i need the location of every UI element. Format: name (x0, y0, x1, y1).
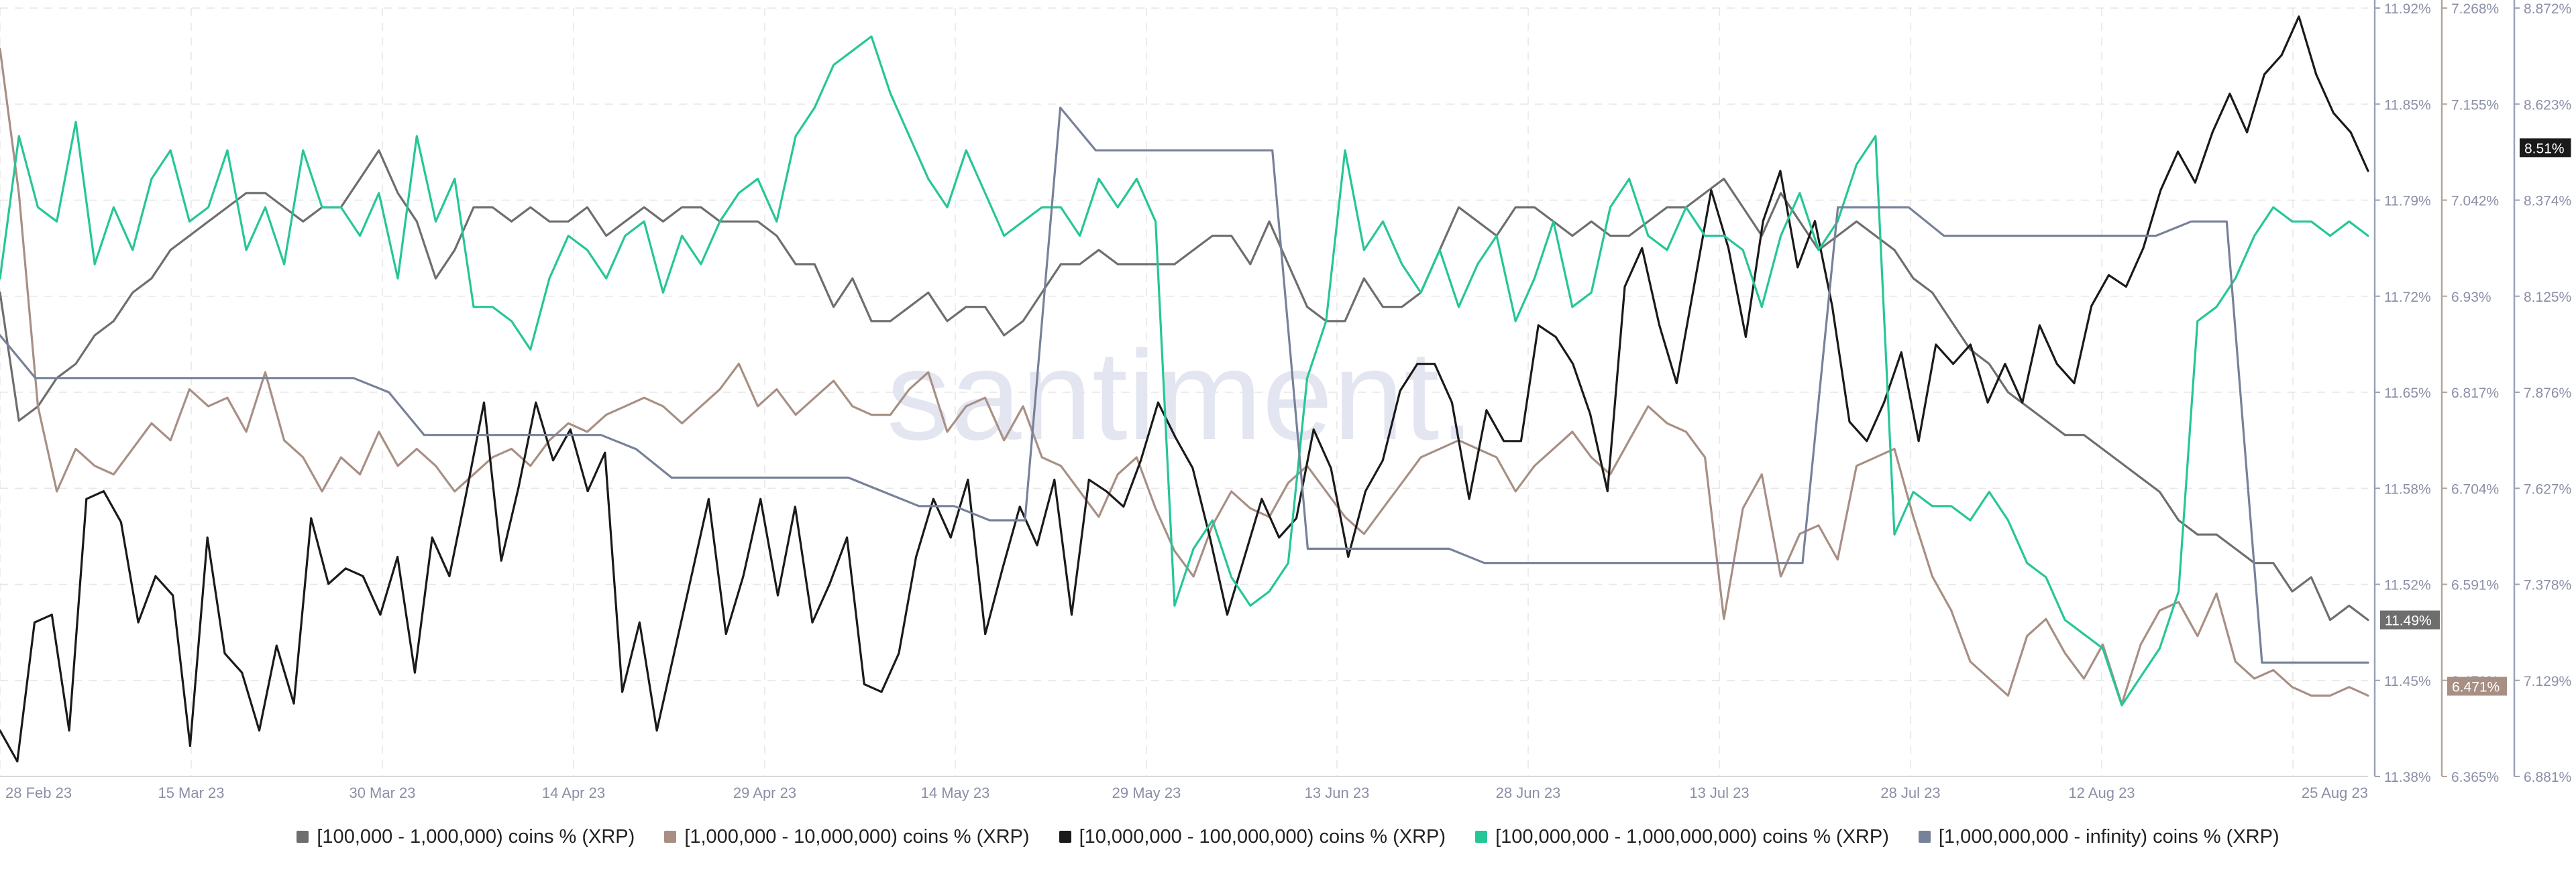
legend-label: [1,000,000 - 10,000,000) coins % (XRP) (684, 825, 1030, 848)
legend-item-4[interactable]: [100,000,000 - 1,000,000,000) coins % (X… (1475, 826, 1889, 848)
y-axis-1-tick-label: 11.58% (2384, 481, 2431, 497)
x-axis-tick-label: 14 Apr 23 (542, 784, 605, 801)
y-axis-1-tick-label: 11.79% (2384, 194, 2431, 209)
x-axis-tick-label: 30 Mar 23 (349, 784, 415, 801)
series-line-4 (0, 35, 2369, 707)
x-axis-tick-label: 15 Mar 23 (158, 784, 224, 801)
y-axis-2-tick-label: 7.268% (2451, 1, 2499, 17)
y-axis-3-tick-label: 8.623% (2524, 97, 2571, 113)
legend-label: [10,000,000 - 100,000,000) coins % (XRP) (1079, 825, 1446, 848)
legend-item-2[interactable]: [1,000,000 - 10,000,000) coins % (XRP) (664, 825, 1030, 848)
legend-swatch (1059, 831, 1071, 843)
y-axis-2-tick-label: 7.042% (2451, 194, 2499, 209)
legend-item-1[interactable]: [100,000 - 1,000,000) coins % (XRP) (297, 826, 635, 848)
y-axis-2-tick-label: 7.155% (2451, 97, 2499, 113)
legend-swatch (297, 831, 309, 843)
y-axis-1-current-label: 11.49% (2385, 614, 2432, 629)
legend-item-5[interactable]: [1,000,000,000 - infinity) coins % (XRP) (1918, 825, 2279, 848)
y-axis-3-tick-label: 7.129% (2524, 674, 2571, 689)
x-axis-tick-label: 12 Aug 23 (2068, 784, 2135, 801)
axes: 11.92% 11.85% 11.79% 11.72% 11.65% 11.58% 11.5… (0, 0, 2571, 801)
y-axis-3-tick-label: 6.881% (2524, 770, 2571, 785)
y-axis-3-tick-label: 8.872% (2524, 1, 2571, 17)
y-axis-2-tick-label: 6.591% (2451, 578, 2499, 593)
legend-label: [100,000,000 - 1,000,000,000) coins % (X… (1495, 825, 1889, 848)
x-axis-tick-label: 28 Jul 23 (1880, 784, 1940, 801)
x-axis-tick-label: 29 Apr 23 (733, 784, 796, 801)
y-axis-1-tick-label: 11.52% (2384, 578, 2431, 593)
legend-label: [100,000 - 1,000,000) coins % (XRP) (317, 825, 635, 848)
y-axis-3-tick-label: 8.125% (2524, 290, 2571, 305)
y-axis-1-tick-label: 11.65% (2384, 386, 2431, 401)
y-axis-3-current-label: 8.51% (2524, 141, 2565, 156)
x-axis-tick-label: 13 Jun 23 (1305, 784, 1370, 801)
y-axis-3-tick-label: 7.378% (2524, 578, 2571, 593)
series-lines (0, 15, 2369, 763)
y-axis-3-tick-label: 7.627% (2524, 481, 2571, 497)
series-line-5 (0, 107, 2369, 664)
x-axis-tick-label: 14 May 23 (921, 784, 990, 801)
legend-swatch (1475, 831, 1488, 843)
y-axis-2-current-badge (2447, 677, 2507, 696)
y-axis-1-current-badge (2380, 610, 2440, 630)
y-axis-2-tick-label: 6.817% (2451, 386, 2499, 401)
y-axis-2-tick-label: 6.365% (2451, 770, 2499, 785)
legend-swatch (1918, 831, 1931, 843)
series-line-2 (0, 48, 2369, 705)
y-axis-2-tick-label: 6.93% (2451, 290, 2491, 305)
legend: [100,000 - 1,000,000) coins % (XRP) [1,00… (0, 823, 2576, 850)
y-axis-2-tick-label: 6.704% (2451, 481, 2499, 497)
legend-label: [1,000,000,000 - infinity) coins % (XRP) (1938, 825, 2279, 848)
watermark: santiment. (887, 325, 1475, 467)
x-axis-tick-label: 29 May 23 (1112, 784, 1181, 801)
x-axis-tick-label: 28 Feb 23 (5, 784, 72, 801)
y-axis-1-tick-label: 11.85% (2384, 97, 2431, 113)
y-axis-1-tick-label: 11.38% (2384, 770, 2431, 785)
x-axis-tick-label: 25 Aug 23 (2302, 784, 2368, 801)
y-axis-1-tick-label: 11.72% (2384, 290, 2431, 305)
y-axis-3-tick-label: 7.876% (2524, 386, 2571, 401)
y-axis-2-current-label: 6.471% (2452, 679, 2500, 695)
series-line-3 (0, 15, 2369, 763)
legend-item-3[interactable]: [10,000,000 - 100,000,000) coins % (XRP) (1059, 826, 1446, 848)
y-axis-1-tick-label: 11.92% (2384, 1, 2431, 17)
x-axis-tick-label: 13 Jul 23 (1689, 784, 1749, 801)
legend-swatch (664, 831, 677, 843)
x-axis-tick-label: 28 Jun 23 (1496, 784, 1561, 801)
y-axis-3-current-badge (2520, 138, 2571, 158)
y-axis-3-tick-label: 8.374% (2524, 194, 2571, 209)
y-axis-1-tick-label: 11.45% (2384, 674, 2431, 689)
